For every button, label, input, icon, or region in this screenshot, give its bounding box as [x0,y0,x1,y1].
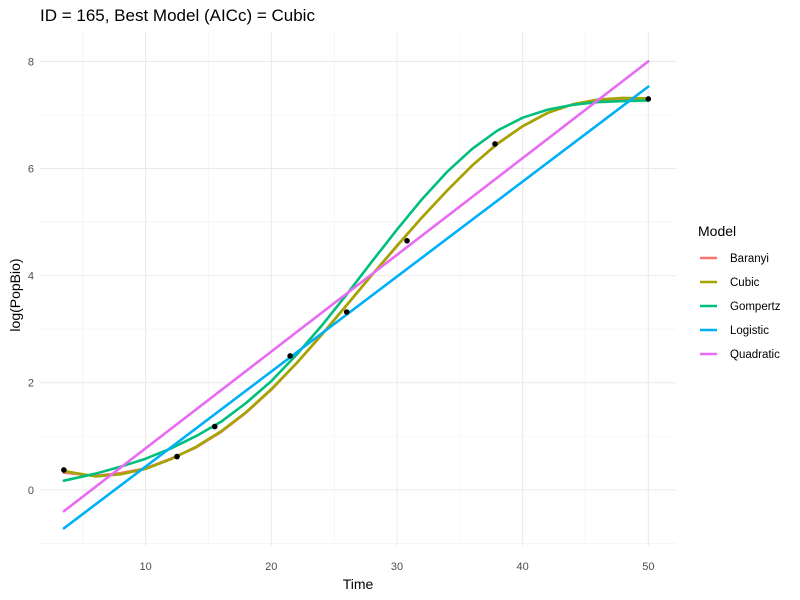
grid-minor [40,32,676,546]
x-tick-label: 10 [139,561,151,573]
y-axis-title: log(PopBio) [7,258,23,331]
legend-item-gompertz: Gompertz [700,301,781,313]
series-line-gompertz [62,99,650,483]
data-point [492,141,498,147]
legend-label: Baranyi [730,253,769,265]
x-tick-label: 50 [642,561,654,573]
data-point [61,467,67,473]
x-axis-title: Time [343,576,374,592]
series-line-quadratic [62,60,650,513]
y-tick-label: 0 [28,485,34,497]
series-line-cubic [62,96,650,478]
x-tick-label: 40 [517,561,529,573]
data-point [404,238,410,244]
data-point [174,453,180,460]
legend-item-quadratic: Quadratic [700,349,780,361]
series-lines [62,60,650,530]
y-tick-label: 2 [28,378,34,390]
y-axis-ticks: 0 2 4 6 8 [28,56,34,496]
data-point [645,96,652,102]
data-point [343,309,350,315]
data-points [61,96,652,473]
x-tick-label: 30 [391,561,403,573]
legend-item-logistic: Logistic [700,325,769,337]
chart-title: ID = 165, Best Model (AICc) = Cubic [40,6,315,25]
y-tick-label: 4 [28,271,34,283]
legend-label: Logistic [730,325,769,337]
legend-items: Baranyi Cubic Gompertz Logistic Quadratic [700,253,781,361]
legend-label: Quadratic [730,349,780,361]
data-point [287,353,293,359]
y-tick-label: 6 [28,164,34,176]
x-tick-label: 20 [265,561,277,573]
series-line-logistic [62,85,650,530]
legend-item-cubic: Cubic [700,277,760,289]
data-point [211,423,218,430]
x-axis-ticks: 10 20 30 40 50 [139,561,654,573]
grid-major [40,32,676,546]
y-tick-label: 8 [28,56,34,68]
legend-label: Cubic [730,277,760,289]
legend-label: Gompertz [730,301,781,313]
legend: Model Baranyi Cubic Gompertz Logistic Quadra… [698,223,781,361]
legend-title: Model [698,223,736,239]
legend-item-baranyi: Baranyi [700,253,769,265]
